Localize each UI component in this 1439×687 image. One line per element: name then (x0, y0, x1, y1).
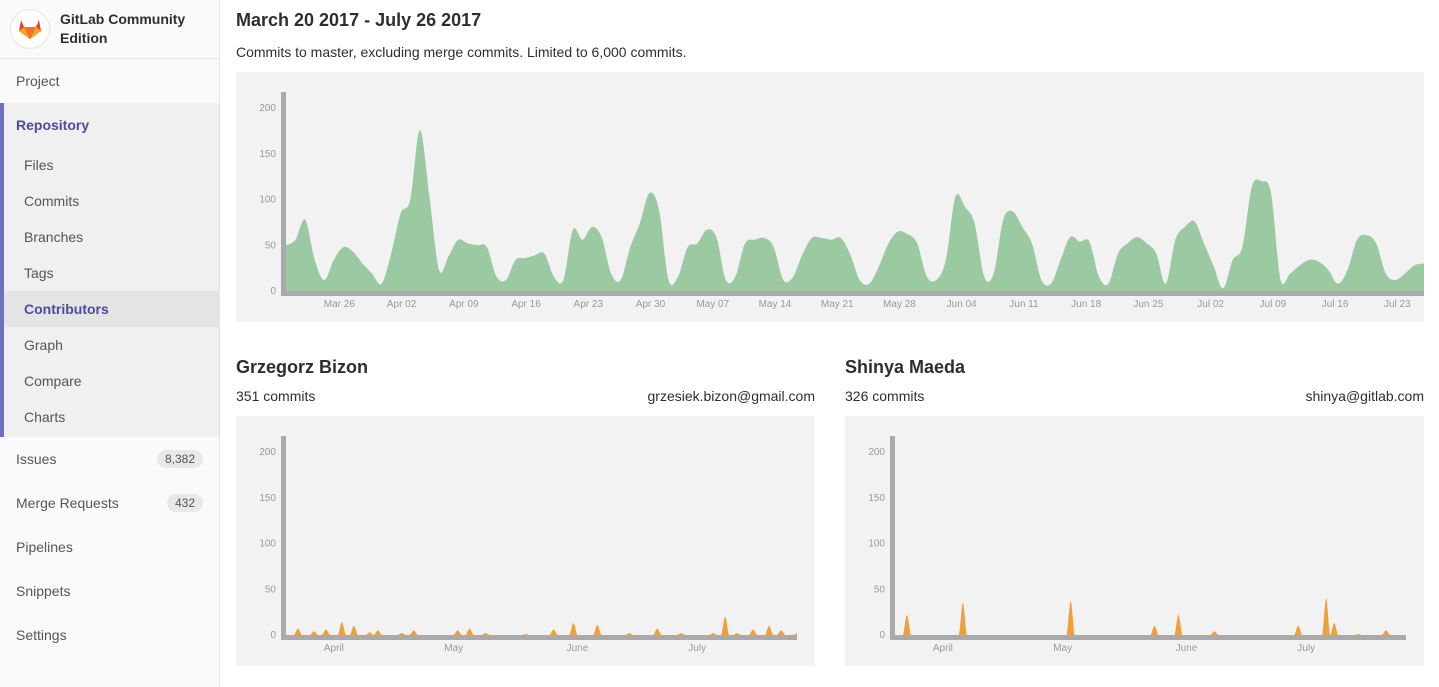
x-tick-label: Apr 23 (574, 299, 604, 310)
sidebar-item-snippets[interactable]: Snippets (0, 569, 219, 613)
y-axis (890, 436, 895, 640)
y-tick-label: 150 (868, 493, 885, 504)
sidebar-item-branches[interactable]: Branches (24, 229, 84, 245)
x-axis (890, 635, 1406, 640)
issues-count-badge: 8,382 (156, 450, 203, 468)
sidebar-section-repository: Repository Files Commits Branches Tags C… (0, 103, 219, 437)
y-tick-label: 0 (270, 630, 276, 641)
x-tick-label: Apr 02 (387, 299, 417, 310)
sidebar-item-tags[interactable]: Tags (24, 265, 54, 281)
contributor-name: Shinya Maeda (845, 357, 966, 377)
y-tick-label: 200 (259, 447, 276, 458)
area-series (286, 616, 797, 635)
y-tick-label: 150 (259, 493, 276, 504)
label: Snippets (16, 583, 71, 599)
x-tick-label: April (324, 643, 344, 654)
contributor-name: Grzegorz Bizon (236, 357, 369, 377)
y-axis (281, 92, 286, 296)
x-axis (281, 635, 797, 640)
label: Project (16, 73, 60, 89)
x-tick-label: July (688, 643, 706, 654)
sidebar-item-contributors[interactable]: Contributors (4, 291, 219, 327)
y-tick-label: 50 (265, 240, 277, 251)
contributor-chart: 0 50 100 150 200 April May June July (845, 416, 1424, 666)
y-axis (281, 436, 286, 640)
y-tick-label: 100 (868, 539, 885, 550)
label: Issues (16, 451, 57, 467)
x-tick-label: Apr 16 (511, 299, 541, 310)
label: Pipelines (16, 539, 73, 555)
page-subtitle: Commits to master, excluding merge commi… (236, 44, 687, 60)
x-tick-label: May 14 (759, 299, 792, 310)
master-commits-chart: 0 50 100 150 200 Mar 26 Apr 02 Apr 09 Apr 16 Apr … (236, 72, 1424, 322)
x-tick-label: Jul 09 (1260, 299, 1287, 310)
x-tick-label: May 28 (883, 299, 916, 310)
sidebar-item-pipelines[interactable]: Pipelines (0, 525, 219, 569)
contributor-chart: 0 50 100 150 200 April May June July (236, 416, 815, 666)
label: Merge Requests (16, 495, 119, 511)
sidebar-item-settings[interactable]: Settings (0, 613, 219, 657)
sidebar: GitLab Community Edition Project Reposit… (0, 0, 220, 687)
sidebar-item-charts[interactable]: Charts (24, 409, 66, 425)
y-tick-label: 200 (868, 447, 885, 458)
x-tick-label: June (1176, 643, 1198, 654)
merge-requests-count-badge: 432 (166, 494, 203, 512)
y-tick-label: 100 (259, 195, 276, 206)
contributor-commits: 351 commits (236, 388, 316, 404)
area-series (895, 598, 1406, 635)
sidebar-item-compare[interactable]: Compare (24, 373, 82, 389)
sidebar-item-issues[interactable]: Issues 8,382 (0, 437, 219, 481)
label: Settings (16, 627, 67, 643)
sidebar-item-merge-requests[interactable]: Merge Requests 432 (0, 481, 219, 525)
area-series (286, 129, 1424, 291)
x-tick-label: Jun 18 (1071, 299, 1101, 310)
x-tick-label: May 21 (821, 299, 854, 310)
sidebar-item-repository[interactable]: Repository (16, 117, 90, 133)
x-tick-label: June (567, 643, 589, 654)
y-tick-label: 50 (265, 584, 277, 595)
y-tick-label: 50 (874, 584, 886, 595)
page-title: March 20 2017 - July 26 2017 (236, 10, 482, 30)
y-tick-label: 200 (259, 103, 276, 114)
x-tick-label: July (1297, 643, 1315, 654)
x-tick-label: Jun 25 (1133, 299, 1163, 310)
x-tick-label: Jul 02 (1197, 299, 1224, 310)
x-tick-label: May (1053, 643, 1072, 654)
sidebar-item-files[interactable]: Files (24, 157, 54, 173)
contributor-email: grzesiek.bizon@gmail.com (647, 388, 816, 404)
y-tick-label: 100 (259, 539, 276, 550)
x-tick-label: Jun 04 (947, 299, 977, 310)
sidebar-item-graph[interactable]: Graph (24, 337, 63, 353)
contributor-commits: 326 commits (845, 388, 925, 404)
y-tick-label: 0 (270, 286, 276, 297)
x-tick-label: Mar 26 (324, 299, 356, 310)
y-tick-label: 150 (259, 149, 276, 160)
x-tick-label: May 07 (696, 299, 729, 310)
x-tick-label: April (933, 643, 953, 654)
sidebar-item-commits[interactable]: Commits (24, 193, 80, 209)
brand-name: GitLab Community Edition (60, 11, 186, 46)
brand[interactable]: GitLab Community Edition (0, 0, 219, 59)
x-tick-label: Jun 11 (1009, 299, 1039, 310)
x-tick-label: May (444, 643, 463, 654)
x-tick-label: Jul 16 (1322, 299, 1349, 310)
x-tick-label: Apr 09 (449, 299, 479, 310)
y-tick-label: 0 (879, 630, 885, 641)
contributor-email: shinya@gitlab.com (1305, 388, 1425, 404)
x-tick-label: Jul 23 (1384, 299, 1411, 310)
gitlab-logo-icon (10, 9, 50, 49)
x-axis (281, 291, 1424, 296)
x-tick-label: Apr 30 (636, 299, 666, 310)
sidebar-item-project[interactable]: Project (0, 59, 219, 103)
